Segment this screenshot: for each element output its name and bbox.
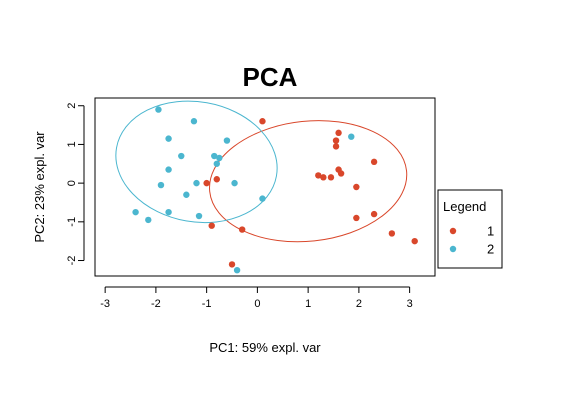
- point-group-1: [327, 174, 335, 181]
- point-group-2: [233, 266, 241, 274]
- point-group-1: [332, 137, 340, 144]
- data-points: [132, 106, 418, 274]
- point-group-2: [213, 160, 220, 167]
- point-group-1: [335, 129, 342, 137]
- chart-title: PCA: [243, 62, 298, 92]
- point-group-1: [213, 176, 220, 183]
- y-axis: -2 -1 0 1 2: [66, 103, 85, 266]
- point-group-2: [223, 137, 231, 144]
- point-group-1: [203, 179, 210, 187]
- x-axis-label: PC1: 59% expl. var: [209, 340, 321, 355]
- point-group-2: [165, 208, 172, 216]
- point-group-2: [195, 212, 203, 220]
- legend-label-2: 2: [487, 242, 494, 257]
- point-group-2: [183, 191, 190, 198]
- legend: Legend 12: [437, 189, 503, 269]
- y-tick-label: -1: [66, 217, 78, 227]
- legend-marker-1: [449, 227, 457, 235]
- point-group-2: [165, 166, 172, 173]
- point-group-2: [190, 118, 198, 125]
- legend-title: Legend: [443, 199, 486, 214]
- point-group-1: [238, 226, 246, 233]
- point-group-2: [259, 195, 266, 202]
- point-group-1: [337, 170, 345, 177]
- point-group-1: [411, 237, 418, 245]
- point-group-2: [193, 179, 200, 187]
- legend-marker-2: [449, 245, 457, 253]
- point-group-1: [370, 158, 378, 166]
- legend-box: [437, 189, 503, 269]
- x-tick-label: 3: [407, 298, 413, 310]
- y-tick-label: 0: [66, 180, 78, 186]
- point-group-2: [216, 154, 223, 162]
- y-tick-label: 2: [66, 103, 78, 109]
- x-tick-label: 2: [356, 298, 362, 310]
- x-tick-label: 1: [305, 298, 311, 310]
- point-group-1: [320, 174, 327, 181]
- x-tick-label: -3: [100, 298, 110, 310]
- point-group-2: [211, 152, 218, 160]
- point-group-1: [208, 222, 215, 229]
- point-group-2: [165, 135, 172, 142]
- point-group-2: [178, 152, 185, 160]
- point-group-1: [259, 118, 266, 125]
- x-tick-label: -2: [151, 298, 161, 310]
- ellipse-group-2: [115, 100, 278, 224]
- y-axis-label: PC2: 23% expl. var: [32, 131, 47, 243]
- confidence-ellipses: [115, 100, 408, 243]
- legend-label-1: 1: [487, 224, 494, 239]
- point-group-2: [348, 133, 355, 140]
- point-group-2: [231, 179, 238, 187]
- ellipse-group-1: [209, 120, 408, 243]
- point-group-2: [155, 106, 162, 113]
- point-group-1: [388, 230, 396, 237]
- point-group-1: [370, 210, 378, 218]
- point-group-1: [353, 183, 360, 191]
- point-group-1: [353, 214, 360, 222]
- legend-items: 12: [449, 224, 494, 257]
- point-group-2: [145, 216, 152, 224]
- y-tick-label: -2: [66, 256, 78, 266]
- point-group-2: [132, 208, 139, 216]
- x-axis: -3 -2 -1 0 1 2 3: [100, 286, 413, 310]
- point-group-1: [315, 172, 322, 179]
- x-tick-label: 0: [254, 298, 260, 310]
- y-tick-label: 1: [66, 141, 78, 147]
- x-tick-label: -1: [202, 298, 212, 310]
- point-group-1: [332, 143, 340, 150]
- point-group-1: [228, 261, 236, 268]
- point-group-2: [157, 181, 165, 189]
- plot-frame: [94, 97, 436, 277]
